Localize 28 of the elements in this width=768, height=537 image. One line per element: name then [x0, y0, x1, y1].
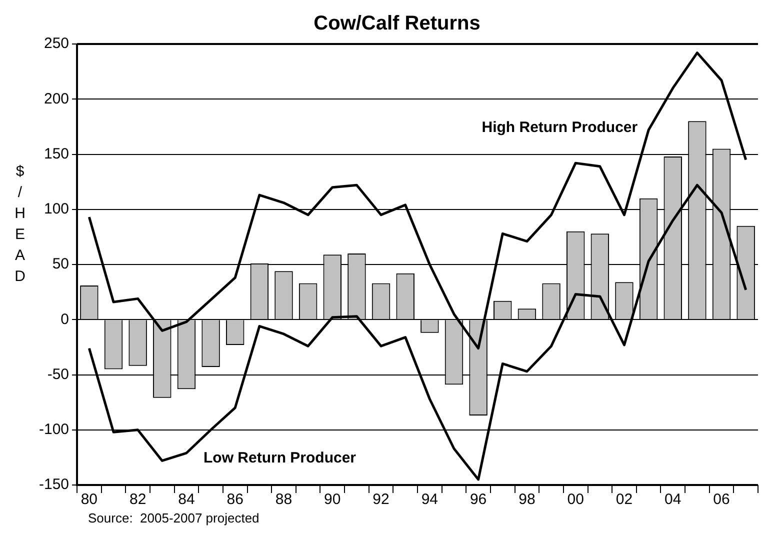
y-tick-label: 250: [44, 35, 70, 52]
y-tick-label: -50: [47, 366, 70, 383]
source-note: Source: 2005-2007 projected: [88, 510, 260, 526]
series-label: High Return Producer: [482, 118, 638, 136]
x-tick-label: 86: [226, 491, 244, 508]
x-tick-label: 84: [178, 491, 195, 508]
x-tick-label: 80: [80, 491, 98, 508]
x-tick-label: 02: [616, 491, 633, 508]
series-label: Low Return Producer: [203, 450, 356, 467]
y-tick-label: 100: [44, 200, 70, 218]
x-tick-label: 00: [567, 491, 584, 508]
y-tick-label: -100: [38, 421, 70, 438]
x-tick-label: 96: [470, 491, 487, 508]
y-tick-label: -150: [38, 476, 70, 494]
x-tick-label: 98: [518, 491, 536, 508]
y-tick-label: 150: [44, 145, 70, 162]
x-tick-label: 06: [713, 491, 730, 508]
x-tick-label: 92: [372, 491, 390, 508]
x-tick-label: 82: [129, 491, 146, 508]
x-tick-label: 04: [664, 491, 682, 508]
y-tick-label: 50: [52, 256, 70, 273]
chart-title: Cow/Calf Returns: [314, 12, 480, 35]
y-tick-label: 200: [44, 90, 70, 108]
y-tick-label: 0: [60, 310, 70, 328]
x-tick-label: 90: [324, 491, 341, 508]
x-tick-label: 94: [421, 491, 438, 508]
x-tick-label: 88: [275, 491, 292, 508]
y-axis-title: $/HEAD: [14, 163, 26, 286]
